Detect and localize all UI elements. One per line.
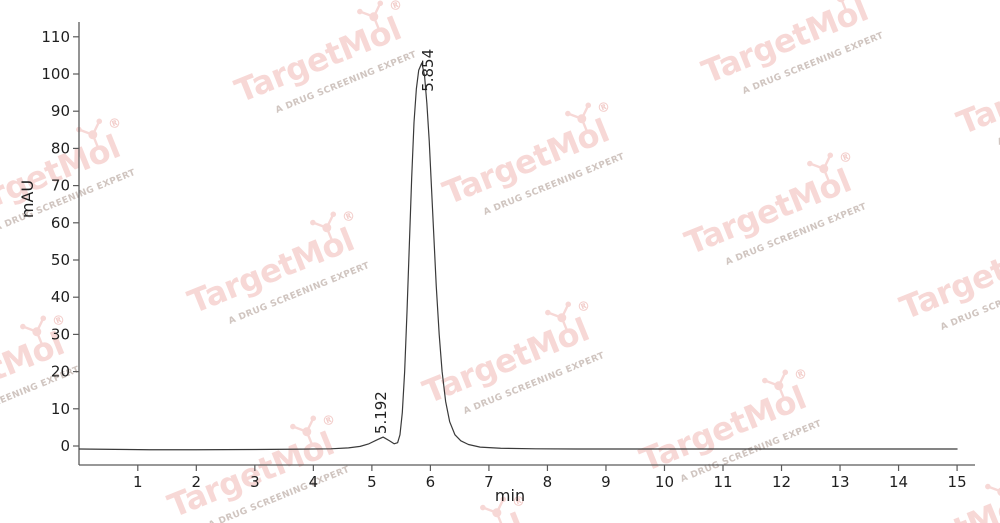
y-tick-label: 110 [41,28,70,46]
molecule-icon [545,301,572,332]
watermark-brand-text: TargetMol [952,41,1000,142]
y-tick-label: 30 [51,325,70,343]
x-axis-title: min [495,486,525,505]
peak-retention-time-label: 5.192 [372,391,390,434]
y-tick-label: 100 [41,65,70,83]
x-tick-label: 11 [713,473,732,491]
x-tick-label: 2 [192,473,202,491]
x-tick-label: 5 [367,473,377,491]
y-tick-label: 50 [51,251,70,269]
watermark: TargetMol®A DRUG SCREENING EXPERT [230,0,419,116]
registered-trademark-icon: ® [50,312,68,331]
molecule-icon [310,211,337,242]
x-tick-label: 4 [309,473,319,491]
x-tick-label: 6 [426,473,436,491]
watermark: TargetMol®A DRUG SCREENING EXPERT [0,312,82,431]
y-tick-label: 60 [51,214,70,232]
y-tick-label: 0 [60,437,70,455]
molecule-icon [565,102,592,133]
watermark: TargetMol®A DRUG SCREENING EXPERT [858,483,1000,523]
y-tick-label: 10 [51,400,70,418]
registered-trademark-icon: ® [792,366,810,385]
molecule-icon [76,118,103,149]
watermark-brand-text: TargetMol [353,505,530,523]
watermark: TargetMol®A DRUG SCREENING EXPERT [697,0,886,97]
x-tick-label: 8 [543,473,553,491]
y-tick-label: 40 [51,288,70,306]
registered-trademark-icon: ® [837,149,855,168]
registered-trademark-icon: ® [510,493,528,512]
x-tick-label: 3 [250,473,260,491]
molecule-icon [807,152,834,183]
watermark: TargetMol®A DRUG SCREENING EXPERT [0,115,138,234]
watermark: TargetMol®A DRUG SCREENING EXPERT [952,41,1000,147]
x-tick-label: 7 [484,473,494,491]
watermark: TargetMol®A DRUG SCREENING EXPERT [418,298,607,417]
x-tick-label: 15 [948,473,967,491]
x-tick-label: 1 [133,473,143,491]
molecule-icon [762,369,789,400]
axes: 1 2 3 4 5 6 7 8 9 10 11 12 13 14 15 010203040506070809… [18,22,975,505]
watermark: TargetMol®A DRUG SCREENING EXPERT [680,149,869,268]
molecule-icon [290,415,317,446]
registered-trademark-icon: ® [320,412,338,431]
watermark-brand-text: TargetMol [858,484,1000,523]
x-tick-label: 14 [889,473,908,491]
watermark: TargetMol®A DRUG SCREENING EXPERT [895,226,1000,332]
registered-trademark-icon: ® [106,115,124,134]
y-axis-title: mAU [18,180,37,218]
molecule-icon [20,315,47,346]
y-tick-label: 80 [51,139,70,157]
registered-trademark-icon: ® [340,208,358,227]
registered-trademark-icon: ® [595,99,613,118]
x-tick-label: 12 [772,473,791,491]
x-tick-label: 9 [601,473,611,491]
molecule-icon [357,0,384,31]
y-axis-ticks: 0 10 20 30 40 50 60 70 80 90 100 110 [41,28,79,455]
y-tick-label: 70 [51,177,70,195]
x-tick-label: 10 [655,473,674,491]
y-tick-label: 20 [51,363,70,381]
watermark: TargetMol®A DRUG SCREENING EXPERT [183,208,372,327]
x-axis-ticks: 1 2 3 4 5 6 7 8 9 10 11 12 13 14 15 [133,465,967,491]
x-tick-label: 13 [830,473,849,491]
peak-retention-time-label: 5.854 [419,49,437,92]
molecule-icon [836,0,848,12]
chromatogram-trace [78,62,958,451]
molecule-icon [480,496,507,523]
watermark: TargetMol®A DRUG SCREENING EXPERT [438,99,627,218]
registered-trademark-icon: ® [387,0,405,16]
peak-annotations: 5.854 5.192 [372,49,437,434]
registered-trademark-icon: ® [575,298,593,317]
y-tick-label: 90 [51,102,70,120]
